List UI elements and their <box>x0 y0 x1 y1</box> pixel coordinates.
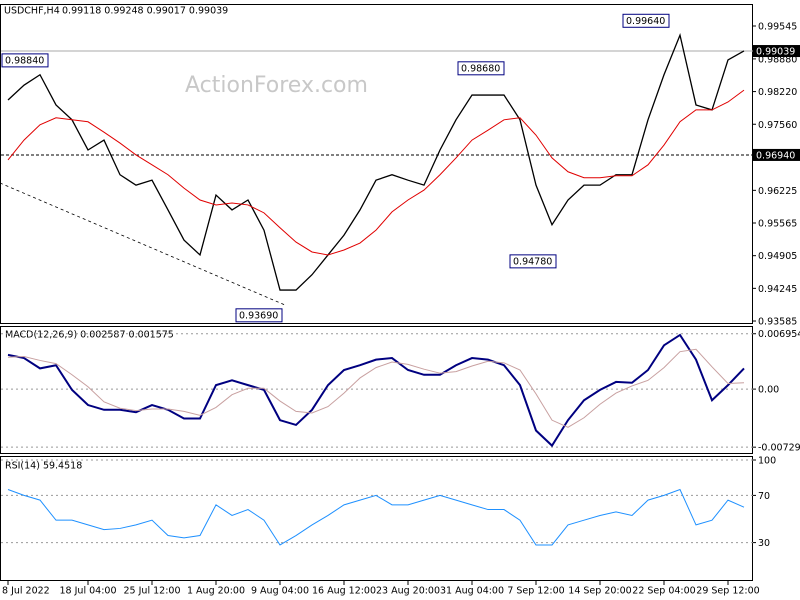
y-tick-label: 30 <box>758 538 770 549</box>
x-tick-label: 18 Jul 04:00 <box>60 586 117 597</box>
watermark: ActionForex.com <box>185 73 368 98</box>
annotation-box <box>457 61 505 76</box>
y-tick-label: 70 <box>758 491 770 502</box>
chart-subtitle: 0.99118 0.99248 0.99017 0.99039 <box>62 6 228 17</box>
annotation-box <box>1 53 49 68</box>
level-label-box <box>753 45 800 58</box>
y-tick-label: 0.98220 <box>758 87 797 98</box>
trend-line <box>0 182 286 306</box>
annotation-label: 0.98840 <box>5 55 44 66</box>
x-tick-label: 23 Aug 20:00 <box>376 586 440 597</box>
level-label: 0.99039 <box>756 47 795 58</box>
y-tick-label: 0.99545 <box>758 21 797 32</box>
y-tick-label: -0.007294 <box>758 443 800 454</box>
x-tick-label: 1 Aug 20:00 <box>187 586 245 597</box>
y-tick-label: 0.94245 <box>758 284 797 295</box>
level-label-box <box>753 148 800 161</box>
x-tick-label: 22 Sep 04:00 <box>632 586 695 597</box>
rsi-title: RSI(14) 59.4518 <box>5 461 82 472</box>
y-tick-label: 0.98880 <box>758 54 797 65</box>
x-tick-label: 31 Aug 04:00 <box>440 586 504 597</box>
annotation-box <box>235 308 283 323</box>
y-tick-label: 0.96225 <box>758 186 797 197</box>
x-tick-label: 16 Aug 12:00 <box>312 586 376 597</box>
y-tick-label: 0.00 <box>758 385 779 396</box>
x-tick-label: 8 Jul 2022 <box>2 586 50 597</box>
macd-title: MACD(12,26,9) 0.002587 0.001575 <box>5 330 174 341</box>
macd-panel <box>0 326 753 454</box>
y-tick-label: 100 <box>758 456 776 467</box>
x-tick-label: 14 Sep 20:00 <box>568 586 631 597</box>
series-line <box>7 348 745 428</box>
annotation-label: 0.93690 <box>239 310 278 321</box>
annotation-label: 0.94780 <box>513 256 552 267</box>
x-tick-label: 25 Jul 12:00 <box>124 586 181 597</box>
price-panel <box>0 4 753 324</box>
series-line <box>7 89 745 256</box>
x-tick-label: 29 Sep 12:00 <box>696 586 759 597</box>
y-tick-label: 0.93585 <box>758 317 797 328</box>
series-line <box>7 333 745 448</box>
rsi-panel <box>0 456 753 581</box>
x-tick-label: 9 Aug 04:00 <box>251 586 309 597</box>
y-tick-label: 0.97560 <box>758 120 797 131</box>
annotation-label: 0.99640 <box>626 16 665 27</box>
chart-title: USDCHF,H4 <box>4 6 60 17</box>
series-line <box>7 32 745 291</box>
annotation-label: 0.98680 <box>461 63 500 74</box>
y-tick-label: 0.006954 <box>758 329 800 340</box>
y-tick-label: 0.94905 <box>758 251 797 262</box>
y-tick-label: 0.95565 <box>758 219 797 230</box>
annotation-box <box>622 13 670 28</box>
x-tick-label: 7 Sep 12:00 <box>507 586 564 597</box>
series-line <box>7 488 745 546</box>
annotation-box <box>509 254 557 269</box>
level-label: 0.96940 <box>756 150 795 161</box>
